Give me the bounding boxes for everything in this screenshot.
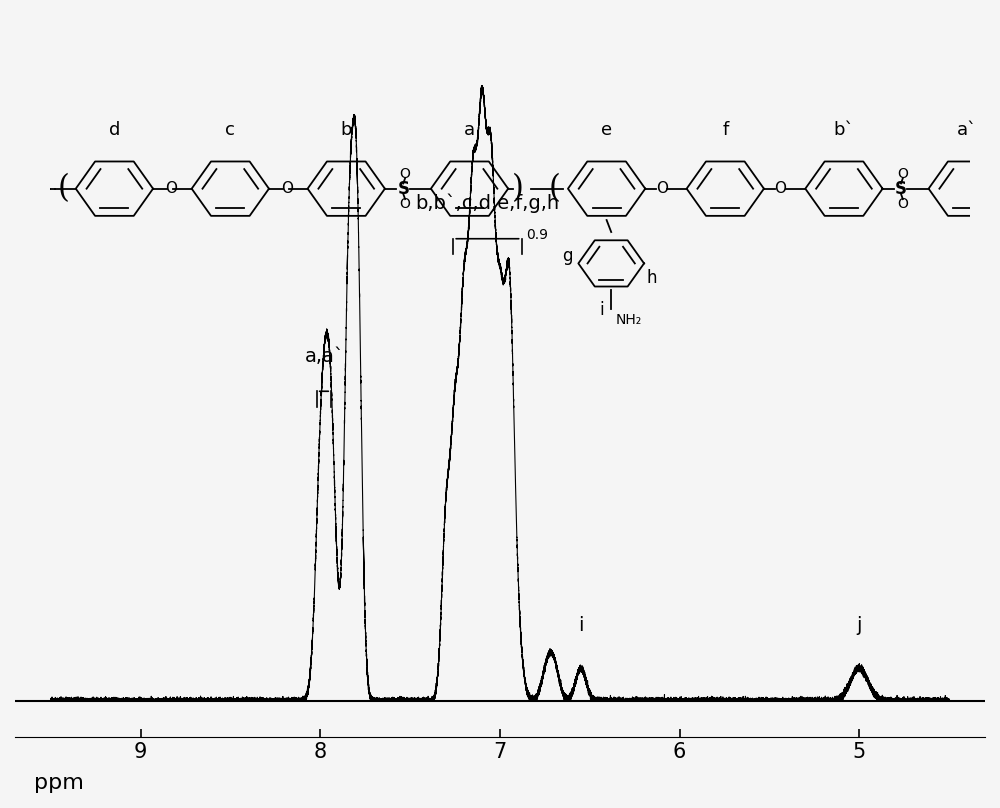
Text: O: O	[656, 181, 668, 196]
Text: 0.9: 0.9	[527, 228, 549, 242]
Text: d: d	[109, 120, 120, 139]
Text: O: O	[774, 181, 786, 196]
Text: g: g	[562, 247, 573, 265]
Text: O: O	[165, 181, 177, 196]
Text: i: i	[578, 617, 584, 635]
Text: a`: a`	[957, 120, 977, 139]
Text: a,a`: a,a`	[305, 347, 345, 366]
Text: S: S	[895, 179, 907, 198]
Text: j: j	[857, 617, 862, 635]
Text: a: a	[464, 120, 475, 139]
Text: (: (	[58, 173, 70, 204]
X-axis label: ppm: ppm	[34, 773, 84, 793]
Text: O: O	[281, 181, 293, 196]
Text: (: (	[548, 173, 560, 204]
Text: c: c	[225, 120, 235, 139]
Text: S: S	[397, 179, 409, 198]
Text: e: e	[601, 120, 612, 139]
Text: NH₂: NH₂	[616, 313, 642, 326]
Text: f: f	[722, 120, 728, 139]
Text: O: O	[897, 196, 908, 211]
Text: O: O	[897, 166, 908, 181]
Text: ): )	[511, 173, 523, 204]
Text: b,b`,c,d,e,f,g,h: b,b`,c,d,e,f,g,h	[415, 194, 559, 213]
Text: O: O	[400, 196, 411, 211]
Text: h: h	[647, 269, 657, 288]
Text: O: O	[400, 166, 411, 181]
Text: i: i	[600, 301, 604, 319]
Text: b: b	[340, 120, 352, 139]
Text: b`: b`	[834, 120, 854, 139]
